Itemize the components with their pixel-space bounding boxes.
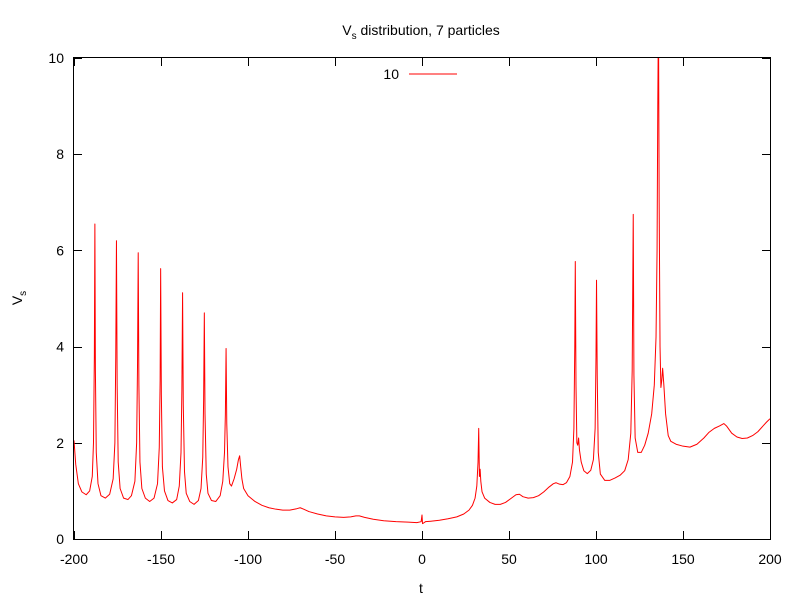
series-line <box>73 57 771 525</box>
x-tick-label: -200 <box>60 551 88 567</box>
y-tick-label: 2 <box>56 435 64 451</box>
chart-title-sub: s <box>352 31 357 42</box>
x-axis-label: t <box>419 580 423 596</box>
x-tick-label: 0 <box>418 551 426 567</box>
chart-title: Vs distribution, 7 particles <box>342 22 500 42</box>
ticks-layer: -200 -150 -100 -50 0 50 100 150 200 0 2 4 6 8 10 <box>48 50 781 567</box>
y-tick-label: 10 <box>48 50 64 66</box>
y-tick-label: 6 <box>56 242 64 258</box>
x-tick-label: 150 <box>671 551 695 567</box>
x-tick-label: -100 <box>234 551 262 567</box>
y-axis-label: Vs <box>9 291 29 305</box>
plot-frame <box>73 57 771 540</box>
legend: 10 <box>383 66 457 82</box>
y-tick-label: 8 <box>56 146 64 162</box>
y-tick-label: 0 <box>56 531 64 547</box>
x-tick-label: 100 <box>584 551 608 567</box>
x-tick-label: -50 <box>325 551 345 567</box>
x-tick-label: -150 <box>147 551 175 567</box>
x-tick-label: 200 <box>758 551 782 567</box>
chart-title-rest: distribution, 7 particles <box>357 22 500 38</box>
y-axis-label-main: V <box>9 295 25 305</box>
legend-label: 10 <box>383 66 399 82</box>
y-axis-label-sub: s <box>18 291 29 296</box>
series-layer <box>73 57 771 525</box>
chart-title-main: V <box>342 22 352 38</box>
x-tick-label: 50 <box>501 551 517 567</box>
y-tick-label: 4 <box>56 339 64 355</box>
